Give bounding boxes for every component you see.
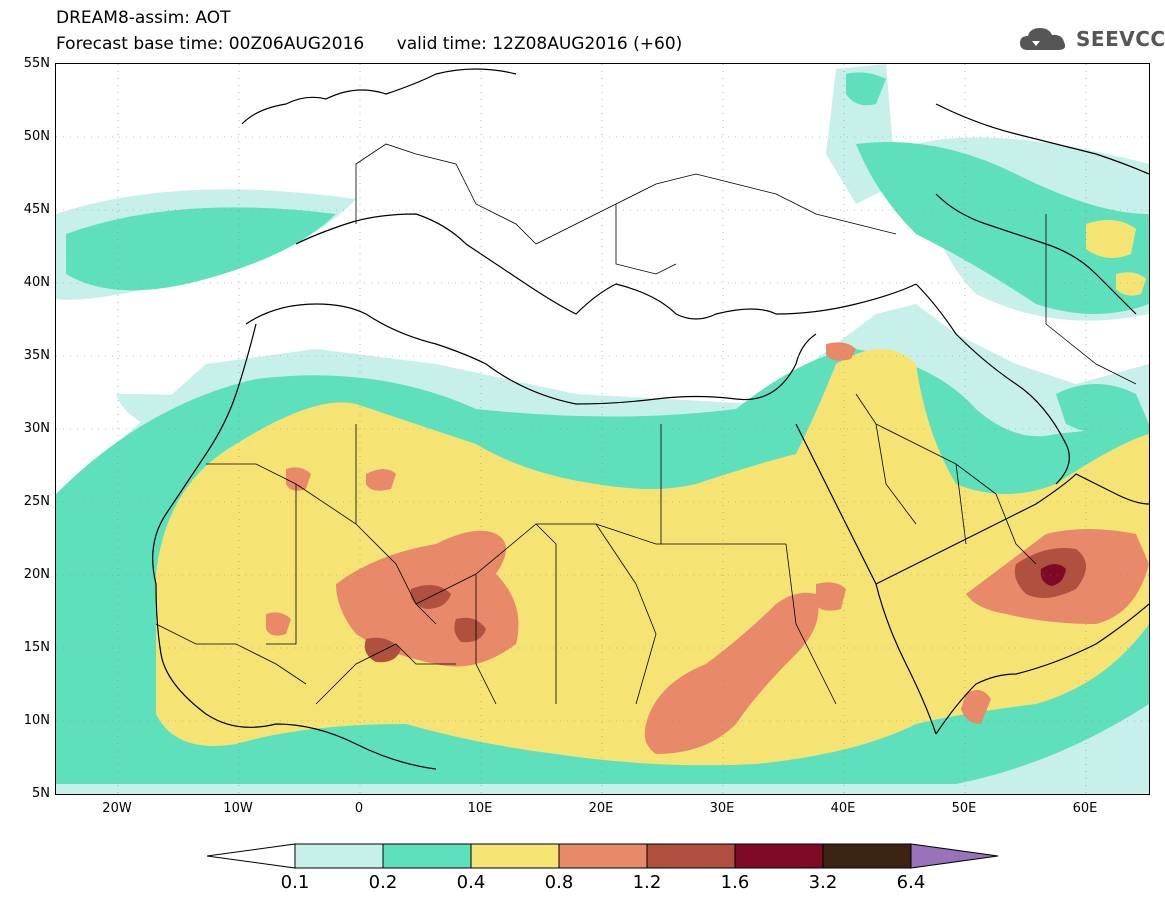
colorbar-over-triangle (910, 843, 999, 869)
aot-map-canvas (56, 64, 1149, 794)
colorbar-segment-4 (646, 843, 736, 869)
colorbar-under-triangle (206, 843, 296, 869)
lon-label-10e: 10E (467, 801, 493, 816)
country-borders (155, 143, 1137, 705)
lat-label-15n: 15N (23, 640, 50, 655)
colorbar-label-3.2: 3.2 (808, 872, 838, 893)
colorbar-label-6.4: 6.4 (896, 872, 926, 893)
lon-label-20w: 20W (102, 801, 132, 816)
colorbar-segment-0 (294, 843, 384, 869)
colorbar-segment-6 (822, 843, 912, 869)
lat-label-20n: 20N (23, 567, 50, 582)
cloud-icon (1020, 28, 1066, 50)
colorbar-label-0.2: 0.2 (368, 872, 398, 893)
lat-label-55n: 55N (23, 56, 50, 71)
lon-label-0: 0 (354, 801, 364, 816)
lat-label-5n: 5N (32, 786, 50, 801)
colorbar (206, 843, 999, 869)
colorbar-segment-5 (734, 843, 824, 869)
lat-label-40n: 40N (23, 275, 50, 290)
forecast-times: Forecast base time: 00Z06AUG2016 valid t… (56, 34, 683, 54)
lon-label-50e: 50E (951, 801, 977, 816)
lat-label-45n: 45N (23, 202, 50, 217)
colorbar-label-0.1: 0.1 (280, 872, 310, 893)
map-title: DREAM8-assim: AOT (56, 8, 231, 28)
lon-label-30e: 30E (709, 801, 735, 816)
colorbar-label-0.8: 0.8 (544, 872, 574, 893)
lon-label-40e: 40E (830, 801, 856, 816)
lat-label-30n: 30N (23, 421, 50, 436)
colorbar-label-1.2: 1.2 (632, 872, 662, 893)
aot-map (55, 63, 1150, 795)
lat-label-10n: 10N (23, 713, 50, 728)
lat-label-25n: 25N (23, 494, 50, 509)
colorbar-label-1.6: 1.6 (720, 872, 750, 893)
lon-label-60e: 60E (1072, 801, 1098, 816)
lon-label-20e: 20E (588, 801, 614, 816)
colorbar-segment-1 (382, 843, 472, 869)
colorbar-segment-2 (470, 843, 560, 869)
lat-lon-grid (56, 64, 1149, 794)
lat-label-35n: 35N (23, 348, 50, 363)
aot-fill-1.6 (1040, 564, 1066, 586)
seevccc-logo: SEEVCCC (1018, 22, 1165, 56)
lon-label-10w: 10W (223, 801, 253, 816)
aot-fill-0.4 (156, 220, 1149, 766)
lat-label-50n: 50N (23, 129, 50, 144)
colorbar-label-0.4: 0.4 (456, 872, 486, 893)
logo-text: SEEVCCC (1076, 27, 1165, 51)
colorbar-segment-3 (558, 843, 648, 869)
coastlines (152, 68, 1149, 770)
